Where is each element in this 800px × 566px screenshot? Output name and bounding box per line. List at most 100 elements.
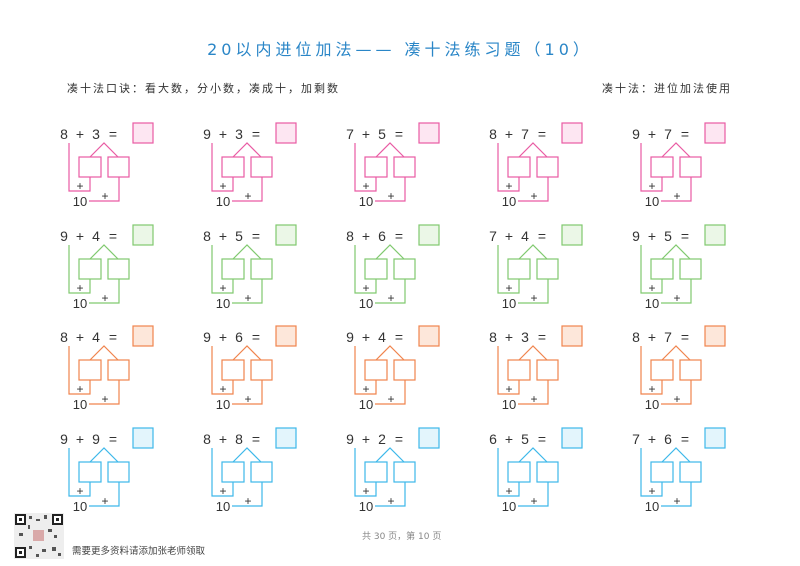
split-box-right bbox=[250, 156, 273, 178]
inner-plus-sign: + bbox=[219, 179, 226, 193]
plus-sign: + bbox=[648, 329, 656, 345]
equals-sign: = bbox=[109, 126, 117, 142]
addend-b: 5 bbox=[521, 431, 529, 447]
plus-sign: + bbox=[362, 329, 370, 345]
answer-box bbox=[418, 427, 440, 449]
split-box-left bbox=[507, 359, 531, 381]
equals-sign: = bbox=[109, 228, 117, 244]
make-ten-bracket bbox=[640, 346, 663, 395]
remainder-bracket bbox=[661, 482, 692, 507]
addend-b: 9 bbox=[92, 431, 100, 447]
split-roof-line bbox=[375, 244, 405, 260]
equals-sign: = bbox=[538, 126, 546, 142]
inner-plus-sign: + bbox=[244, 291, 251, 305]
addend-a: 8 bbox=[489, 329, 497, 345]
make-ten-bracket bbox=[354, 245, 377, 294]
split-box-right bbox=[393, 258, 416, 280]
split-box-right bbox=[679, 156, 702, 178]
inner-plus-sign: + bbox=[505, 179, 512, 193]
addend-a: 6 bbox=[489, 431, 497, 447]
addend-b: 4 bbox=[521, 228, 529, 244]
inner-plus-sign: + bbox=[362, 484, 369, 498]
ten-label: 10 bbox=[359, 499, 373, 514]
plus-sign: + bbox=[219, 126, 227, 142]
remainder-bracket bbox=[89, 177, 120, 202]
make-ten-bracket bbox=[640, 245, 663, 294]
addend-b: 5 bbox=[378, 126, 386, 142]
answer-box bbox=[132, 427, 154, 449]
remainder-bracket bbox=[375, 177, 406, 202]
equals-sign: = bbox=[252, 228, 260, 244]
split-box-left bbox=[221, 359, 245, 381]
inner-plus-sign: + bbox=[530, 494, 537, 508]
answer-box bbox=[275, 427, 297, 449]
promo-text: 需要更多资料请添加张老师领取 bbox=[72, 546, 206, 557]
ten-label: 10 bbox=[502, 499, 516, 514]
plus-sign: + bbox=[362, 431, 370, 447]
split-box-right bbox=[536, 359, 559, 381]
answer-box bbox=[704, 325, 726, 347]
remainder-bracket bbox=[89, 279, 120, 304]
addend-a: 9 bbox=[632, 228, 640, 244]
addend-b: 5 bbox=[235, 228, 243, 244]
ten-label: 10 bbox=[73, 194, 87, 209]
remainder-bracket bbox=[232, 482, 263, 507]
ten-label: 10 bbox=[645, 296, 659, 311]
inner-plus-sign: + bbox=[219, 281, 226, 295]
plus-sign: + bbox=[505, 126, 513, 142]
answer-box bbox=[275, 325, 297, 347]
split-box-right bbox=[107, 461, 130, 483]
plus-sign: + bbox=[648, 431, 656, 447]
ten-label: 10 bbox=[502, 397, 516, 412]
make-ten-bracket bbox=[68, 143, 91, 192]
split-roof-line bbox=[89, 345, 119, 361]
split-box-left bbox=[364, 359, 388, 381]
split-box-right bbox=[250, 359, 273, 381]
addend-a: 8 bbox=[203, 431, 211, 447]
problem-cell: 7 +6 = + +10 bbox=[632, 427, 726, 514]
problem-cell: 9 +3 = + +10 bbox=[203, 122, 297, 209]
split-box-right bbox=[393, 156, 416, 178]
split-box-left bbox=[221, 461, 245, 483]
addend-a: 7 bbox=[632, 431, 640, 447]
inner-plus-sign: + bbox=[362, 179, 369, 193]
problem-cell: 8 +6 = + +10 bbox=[346, 224, 440, 311]
answer-box bbox=[561, 122, 583, 144]
make-ten-bracket bbox=[354, 448, 377, 497]
plus-sign: + bbox=[648, 126, 656, 142]
equals-sign: = bbox=[109, 329, 117, 345]
answer-box bbox=[275, 122, 297, 144]
answer-box bbox=[418, 325, 440, 347]
split-roof-line bbox=[518, 345, 548, 361]
problem-cell: 9 +2 = + +10 bbox=[346, 427, 440, 514]
split-roof-line bbox=[89, 447, 119, 463]
problem-cell: 8 +3 = + +10 bbox=[489, 325, 583, 412]
inner-plus-sign: + bbox=[76, 484, 83, 498]
addend-b: 5 bbox=[664, 228, 672, 244]
plus-sign: + bbox=[362, 228, 370, 244]
split-roof-line bbox=[232, 345, 262, 361]
problem-cell: 8 +8 = + +10 bbox=[203, 427, 297, 514]
split-box-left bbox=[507, 156, 531, 178]
inner-plus-sign: + bbox=[76, 382, 83, 396]
split-roof-line bbox=[518, 244, 548, 260]
plus-sign: + bbox=[219, 329, 227, 345]
ten-label: 10 bbox=[645, 194, 659, 209]
make-ten-bracket bbox=[211, 143, 234, 192]
problem-cell: 9 +5 = + +10 bbox=[632, 224, 726, 311]
split-roof-line bbox=[661, 142, 691, 158]
split-box-right bbox=[679, 258, 702, 280]
split-box-left bbox=[650, 258, 674, 280]
inner-plus-sign: + bbox=[101, 189, 108, 203]
addend-b: 6 bbox=[235, 329, 243, 345]
split-box-right bbox=[393, 359, 416, 381]
addend-b: 7 bbox=[664, 126, 672, 142]
remainder-bracket bbox=[518, 482, 549, 507]
inner-plus-sign: + bbox=[505, 382, 512, 396]
plus-sign: + bbox=[505, 329, 513, 345]
addend-a: 8 bbox=[60, 329, 68, 345]
inner-plus-sign: + bbox=[101, 291, 108, 305]
plus-sign: + bbox=[76, 126, 84, 142]
split-box-right bbox=[393, 461, 416, 483]
plus-sign: + bbox=[219, 431, 227, 447]
